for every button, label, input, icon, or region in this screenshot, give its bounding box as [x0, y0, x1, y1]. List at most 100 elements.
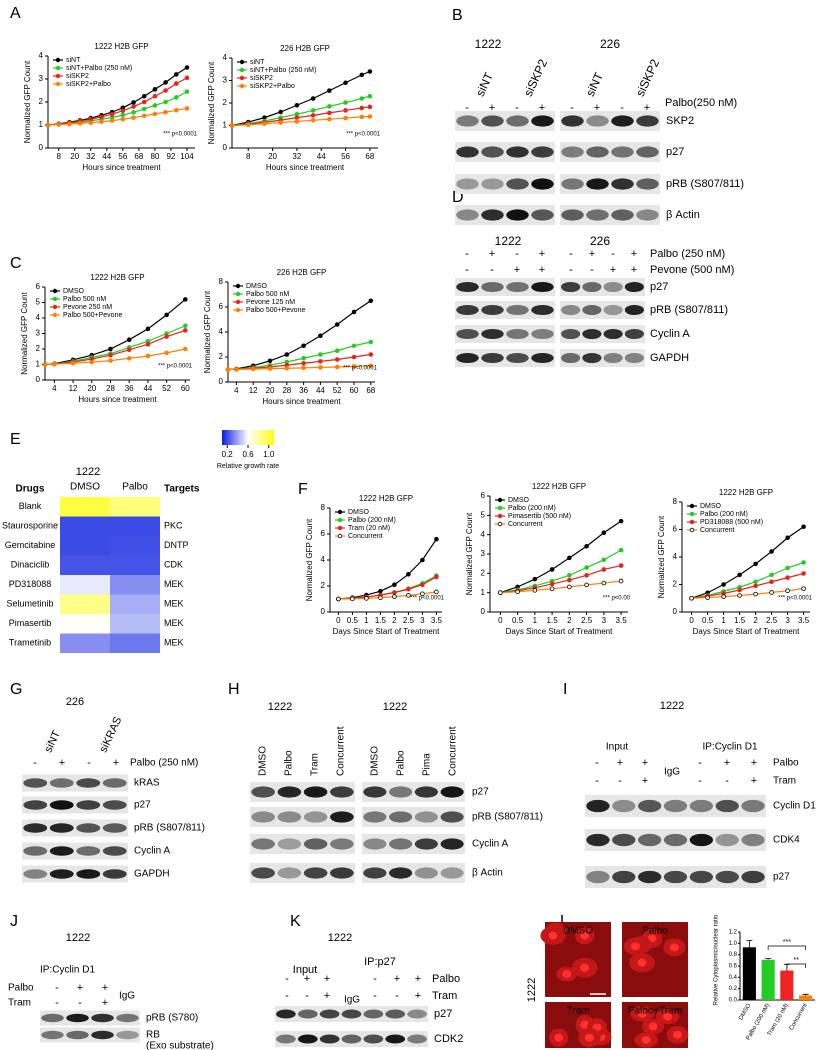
blot-band — [363, 1009, 384, 1019]
bar — [761, 959, 775, 1000]
data-point — [351, 309, 357, 315]
x-tick-label: 60 — [350, 386, 359, 395]
x-tick-label: 0 — [689, 616, 694, 625]
blot-background — [22, 865, 128, 883]
nucleus — [580, 963, 590, 972]
data-point — [294, 115, 300, 120]
target-label: MEK — [164, 579, 184, 589]
nucleus — [548, 931, 558, 940]
blot-band — [385, 1034, 406, 1044]
heatmap-cell — [60, 516, 110, 536]
nucleus — [584, 1033, 594, 1042]
legend-label: Concurrent — [348, 533, 383, 540]
blot-band — [561, 352, 581, 364]
data-point — [310, 118, 316, 123]
data-point — [229, 123, 235, 128]
lane-label: Palbo — [396, 750, 407, 776]
blot-label: GAPDH — [650, 352, 689, 364]
cell-line: 1222 — [76, 466, 100, 478]
sign: - — [55, 997, 59, 1009]
x-tick-label: 36 — [299, 386, 308, 395]
x-axis-label: Hours since treatment — [262, 397, 341, 406]
y-axis-label: Normalized GFP Count — [657, 515, 666, 598]
x-tick-label: 2.5 — [403, 616, 415, 625]
data-point — [301, 360, 306, 366]
heatmap-cell — [110, 614, 160, 634]
group-label: IP:p27 — [364, 956, 396, 968]
data-point — [77, 121, 83, 126]
data-point — [184, 65, 190, 70]
blot-background — [22, 774, 128, 792]
column-header: Targets — [164, 484, 200, 495]
nucleus — [641, 1035, 651, 1044]
legend-label: Palbo 500 nM — [63, 296, 106, 303]
data-point — [284, 352, 290, 357]
data-point — [359, 114, 365, 120]
data-point — [52, 361, 57, 367]
legend-marker — [337, 517, 343, 523]
annotation: *** p<0.0001 — [778, 596, 813, 602]
x-tick-label: 20 — [266, 386, 275, 395]
blot-band — [456, 281, 479, 293]
sign: - — [490, 264, 494, 276]
data-point — [301, 343, 306, 349]
data-point — [785, 575, 790, 580]
blot-band — [531, 115, 554, 127]
treatment-label: Palbo(250 nM) — [665, 97, 737, 109]
series-line — [500, 580, 622, 594]
data-point — [378, 595, 383, 600]
legend-label: DMSO — [700, 503, 722, 510]
blot-band — [603, 352, 623, 364]
blot-band — [440, 867, 464, 879]
y-tick-label: 0 — [36, 375, 41, 384]
legend-marker — [235, 291, 241, 297]
data-point — [262, 121, 267, 126]
data-point — [343, 108, 348, 113]
data-point — [567, 555, 572, 561]
cell-line: 1222 — [660, 700, 684, 712]
blot-band — [582, 352, 602, 364]
chart-title: 1222 H2B GFP — [532, 482, 586, 491]
y-tick-label: 1 — [36, 360, 41, 369]
data-point — [350, 596, 355, 602]
data-point — [584, 565, 589, 570]
data-point — [367, 69, 373, 74]
chart-title: 226 H2B GFP — [277, 268, 327, 277]
sign: + — [631, 248, 637, 260]
blot-band — [636, 146, 659, 158]
legend-label: siSKP2 — [66, 73, 89, 80]
legend-label: Palbo (200 nM) — [508, 505, 556, 512]
blot-background — [250, 863, 355, 883]
series-line — [44, 329, 186, 366]
blot-background — [362, 863, 465, 883]
bar — [780, 970, 794, 1000]
blot-label: CDK4 — [773, 835, 800, 846]
x-tick-label: 104 — [180, 152, 194, 161]
sign: - — [87, 757, 91, 769]
blot-band — [636, 209, 659, 221]
x-tick-label: 56 — [118, 152, 127, 161]
cell-line: 1222 — [328, 932, 352, 944]
sign: + — [324, 990, 330, 1002]
blot-band — [319, 1034, 340, 1044]
y-tick-label: 3 — [481, 549, 486, 558]
data-point — [392, 594, 397, 599]
data-point — [163, 88, 168, 93]
x-tick-label: 1 — [533, 616, 538, 625]
y-tick-label: 1 — [481, 588, 486, 597]
x-tick-label: 0.5 — [512, 616, 524, 625]
blot-band — [638, 833, 662, 847]
legend-label: Pimasertib (500 nM) — [508, 513, 571, 520]
blot-band — [385, 1009, 406, 1019]
data-point — [801, 586, 806, 591]
legend-marker — [55, 81, 61, 87]
data-point — [163, 109, 168, 115]
sign: + — [489, 248, 495, 260]
treatment-label: Palbo — [432, 973, 460, 985]
sign: - — [515, 102, 519, 114]
nucleus — [663, 1012, 673, 1021]
legend-marker — [55, 65, 61, 71]
series-line — [691, 572, 804, 599]
bar — [799, 995, 813, 1000]
data-point — [301, 365, 306, 371]
